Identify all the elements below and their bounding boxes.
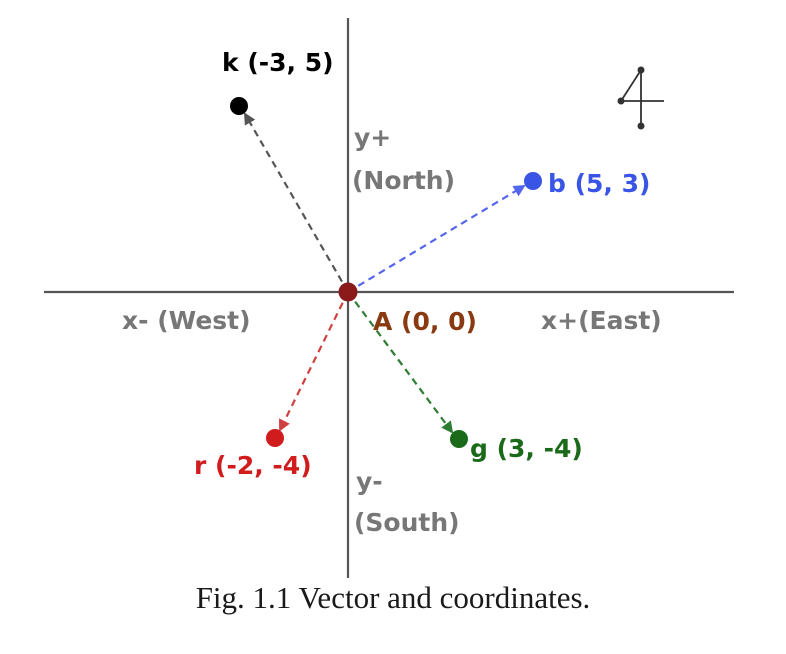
vector-b-line: [347, 184, 526, 293]
vector-r-line: [279, 291, 349, 432]
vector-g-label: g (3, -4): [470, 434, 583, 463]
axis-label-south: (South): [354, 508, 460, 537]
vector-g-point: [450, 430, 468, 448]
vector-b-point: [524, 172, 542, 190]
axis-label-y-plus: y+: [354, 123, 391, 152]
axis-label-x-minus: x- (West): [122, 306, 251, 335]
vector-r-label: r (-2, -4): [194, 451, 312, 480]
vector-g-line: [347, 291, 454, 434]
axis-label-x-plus: x+(East): [541, 306, 662, 335]
sketch-four-mark: [617, 66, 664, 130]
vector-k-point: [230, 97, 248, 115]
vector-k-label: k (-3, 5): [222, 48, 334, 77]
axis-label-north: (North): [352, 166, 455, 195]
origin-label: A (0, 0): [373, 307, 477, 336]
origin-point: [338, 282, 358, 302]
figure-caption: Fig. 1.1 Vector and coordinates.: [195, 580, 591, 615]
axis-label-y-minus: y-: [356, 467, 383, 496]
vector-k-line: [243, 112, 349, 293]
vector-b-label: b (5, 3): [548, 169, 650, 198]
vector-r-point: [266, 429, 284, 447]
